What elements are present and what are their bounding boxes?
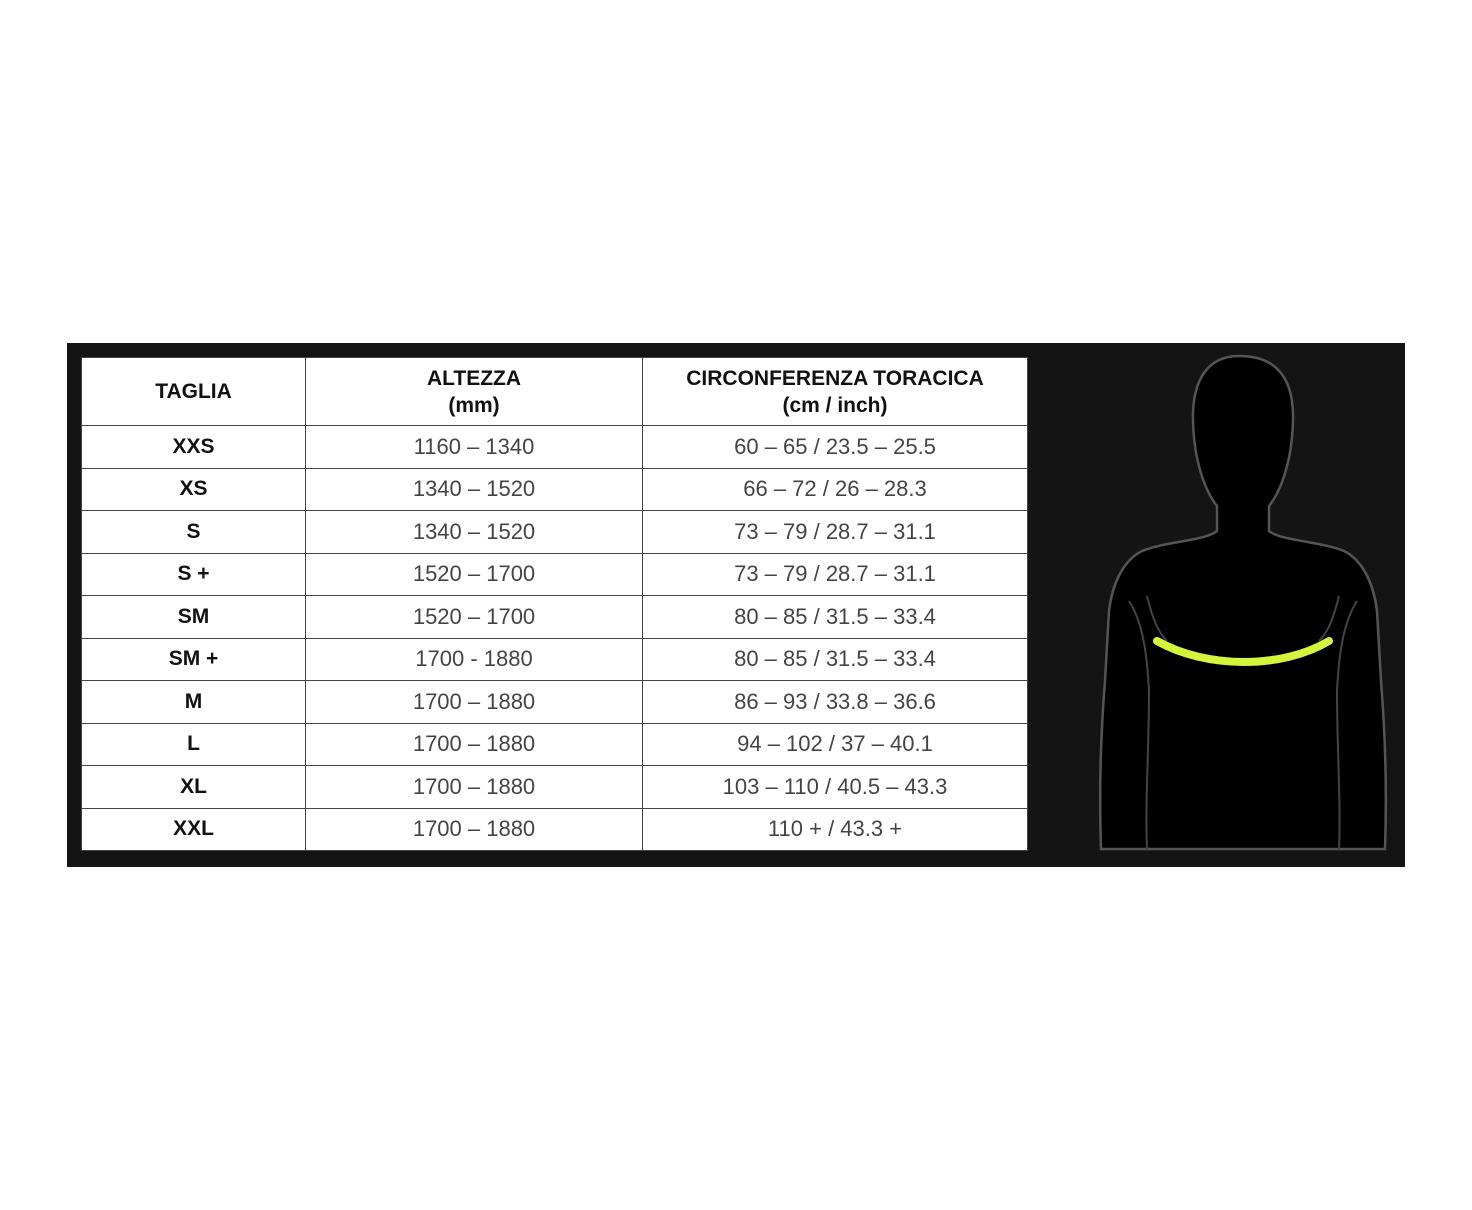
size-cell: S + <box>81 552 306 596</box>
header-chest: CIRCONFERENZA TORACICA (cm / inch) <box>642 357 1028 426</box>
header-chest-label: CIRCONFERENZA TORACICA <box>686 366 984 390</box>
table-row: XL 1700 – 1880 103 – 110 / 40.5 – 43.3 <box>81 765 1028 809</box>
human-torso-silhouette-icon <box>1098 354 1388 851</box>
chest-cell: 94 – 102 / 37 – 40.1 <box>642 722 1028 766</box>
chest-cell: 103 – 110 / 40.5 – 43.3 <box>642 765 1028 809</box>
chest-cell: 73 – 79 / 28.7 – 31.1 <box>642 510 1028 554</box>
header-size-label: TAGLIA <box>155 380 232 403</box>
height-cell: 1700 – 1880 <box>305 680 643 724</box>
chest-band <box>1153 637 1333 666</box>
table-row: L 1700 – 1880 94 – 102 / 37 – 40.1 <box>81 722 1028 766</box>
size-cell: XS <box>81 467 306 511</box>
table-row: XS 1340 – 1520 66 – 72 / 26 – 28.3 <box>81 467 1028 511</box>
size-cell: S <box>81 510 306 554</box>
chest-cell: 66 – 72 / 26 – 28.3 <box>642 467 1028 511</box>
size-cell: SM <box>81 595 306 639</box>
table-row: S +1520 – 1700 73 – 79 / 28.7 – 31.1 <box>81 552 1028 596</box>
size-cell: SM + <box>81 637 306 681</box>
height-cell: 1700 – 1880 <box>305 807 643 851</box>
header-chest-unit: (cm / inch) <box>782 393 888 417</box>
chest-cell: 110 + / 43.3 + <box>642 807 1028 851</box>
table-row: SM +1700 - 1880 80 – 85 / 31.5 – 33.4 <box>81 637 1028 681</box>
size-cell: M <box>81 680 306 724</box>
table-row: M 1700 – 1880 86 – 93 / 33.8 – 36.6 <box>81 680 1028 724</box>
table-row: S 1340 – 1520 73 – 79 / 28.7 – 31.1 <box>81 510 1028 554</box>
chest-cell: 86 – 93 / 33.8 – 36.6 <box>642 680 1028 724</box>
height-cell: 1160 – 1340 <box>305 425 643 469</box>
header-size: TAGLIA <box>81 357 306 426</box>
height-cell: 1700 - 1880 <box>305 637 643 681</box>
header-height-label: ALTEZZA <box>426 366 522 390</box>
chest-cell: 73 – 79 / 28.7 – 31.1 <box>642 552 1028 596</box>
size-table: TAGLIA ALTEZZA (mm) CIRCONFERENZA TORACIC… <box>81 357 1028 851</box>
height-cell: 1340 – 1520 <box>305 510 643 554</box>
size-cell: XXS <box>81 425 306 469</box>
height-cell: 1340 – 1520 <box>305 467 643 511</box>
table-row: XXS 1160 – 1340 60 – 65 / 23.5 – 25.5 <box>81 425 1028 469</box>
header-height: ALTEZZA (mm) <box>305 357 643 426</box>
size-cell: L <box>81 722 306 766</box>
chest-cell: 60 – 65 / 23.5 – 25.5 <box>642 425 1028 469</box>
table-header-row: TAGLIA ALTEZZA (mm) CIRCONFERENZA TORACIC… <box>81 357 1028 426</box>
header-height-unit: (mm) <box>448 393 500 417</box>
height-cell: 1520 – 1700 <box>305 595 643 639</box>
chest-cell: 80 – 85 / 31.5 – 33.4 <box>642 595 1028 639</box>
height-cell: 1520 – 1700 <box>305 552 643 596</box>
height-cell: 1700 – 1880 <box>305 765 643 809</box>
size-cell: XL <box>81 765 306 809</box>
table-row: SM 1520 – 1700 80 – 85 / 31.5 – 33.4 <box>81 595 1028 639</box>
height-cell: 1700 – 1880 <box>305 722 643 766</box>
chest-cell: 80 – 85 / 31.5 – 33.4 <box>642 637 1028 681</box>
table-row: XXL 1700 – 1880 110 + / 43.3 + <box>81 807 1028 851</box>
size-cell: XXL <box>81 807 306 851</box>
size-chart-panel: TAGLIA ALTEZZA (mm) CIRCONFERENZA TORACIC… <box>67 343 1405 867</box>
